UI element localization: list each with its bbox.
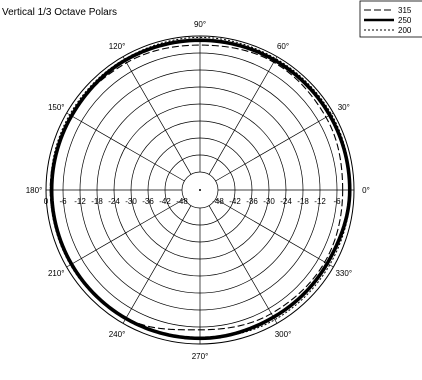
db-label: -24 xyxy=(108,197,120,206)
angle-label: 120° xyxy=(109,42,126,51)
db-label: -48 xyxy=(212,197,224,206)
db-label: -18 xyxy=(297,197,309,206)
angle-label: 180° xyxy=(26,186,43,195)
db-label: 0 xyxy=(44,197,49,206)
angle-spoke xyxy=(66,198,185,268)
db-label: -42 xyxy=(159,197,171,206)
db-labels: 0 -6 -12 -18 -24 -30 -36 -42 -48 -48 -42 -36 -30 -24-… xyxy=(44,197,341,206)
db-label: -36 xyxy=(246,197,258,206)
angle-label: 240° xyxy=(109,330,126,339)
angle-spoke xyxy=(208,205,278,324)
angle-spoke xyxy=(215,112,334,182)
chart-title: Vertical 1/3 Octave Polars xyxy=(2,7,117,18)
angle-spokes xyxy=(46,36,354,344)
angle-label: 90° xyxy=(194,20,206,29)
angle-label: 150° xyxy=(48,103,65,112)
db-label: -30 xyxy=(125,197,137,206)
angle-spoke xyxy=(122,205,192,324)
db-label: -18 xyxy=(91,197,103,206)
angle-spoke xyxy=(208,56,278,175)
series-curves xyxy=(49,36,352,341)
angle-spoke xyxy=(215,198,334,268)
angle-label: 0° xyxy=(362,186,370,195)
db-label: -12 xyxy=(314,197,326,206)
db-label: -42 xyxy=(229,197,241,206)
legend-label: 315 xyxy=(398,6,412,15)
db-label: -6 xyxy=(59,197,67,206)
db-label: -36 xyxy=(142,197,154,206)
angle-label: 330° xyxy=(335,269,352,278)
center-dot xyxy=(199,189,201,191)
db-label: -48 xyxy=(176,197,188,206)
angle-spoke xyxy=(122,56,192,175)
legend-label: 200 xyxy=(398,26,412,35)
angle-labels: 0° 30° 60° 90° 120° 150° 180° 210° 240° 270° 300° 3… xyxy=(26,20,370,361)
angle-label: 30° xyxy=(338,103,350,112)
angle-label: 60° xyxy=(277,42,289,51)
db-label: -30 xyxy=(263,197,275,206)
angle-label: 210° xyxy=(48,269,65,278)
angle-spoke xyxy=(66,112,185,182)
series-250 xyxy=(49,38,352,341)
db-label: -12 xyxy=(74,197,86,206)
angle-label: 270° xyxy=(192,352,209,361)
legend-label: 250 xyxy=(398,16,412,25)
db-label: -24 xyxy=(280,197,292,206)
angle-label: 300° xyxy=(275,330,292,339)
db-label: -6 xyxy=(333,197,341,206)
